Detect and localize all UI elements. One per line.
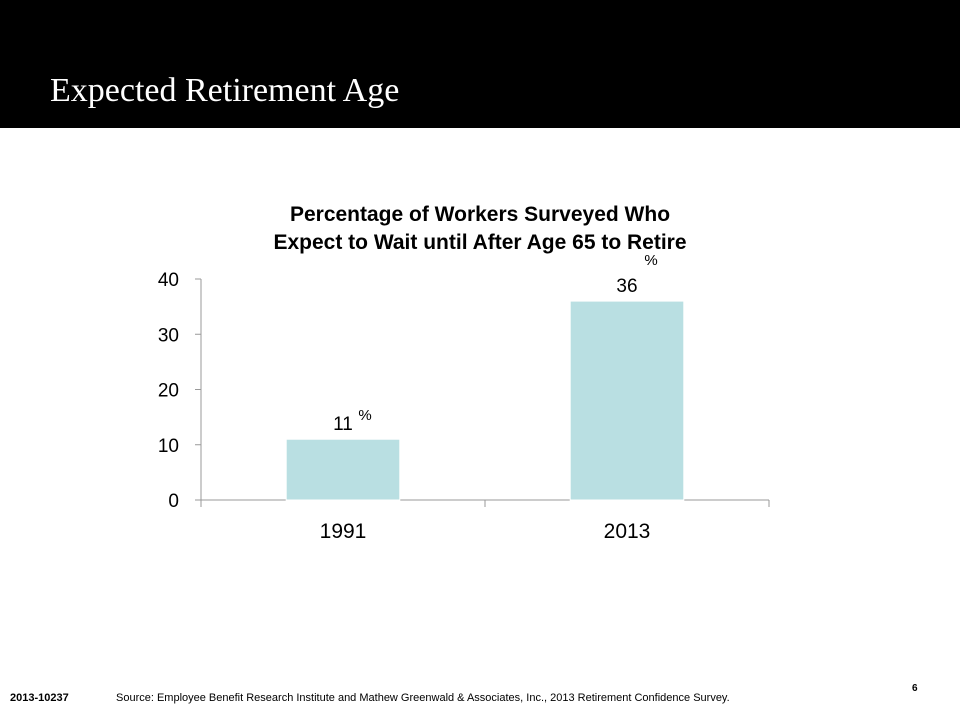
chart-title: Percentage of Workers Surveyed Who Expec… <box>180 201 780 257</box>
y-tick-label: 20 <box>158 381 179 402</box>
bar-value-suffix: % <box>358 407 371 424</box>
bar <box>285 438 401 501</box>
bar <box>569 300 685 501</box>
bar-value-suffix: % <box>644 252 657 269</box>
y-tick-label: 10 <box>158 436 179 457</box>
x-category-label: 1991 <box>320 520 367 543</box>
source-note: Source: Employee Benefit Research Instit… <box>116 692 730 704</box>
title-bar: Expected Retirement Age <box>0 0 960 128</box>
y-tick-label: 40 <box>158 270 179 291</box>
x-category-label: 2013 <box>604 520 651 543</box>
bar-value-label: 36 <box>616 276 637 297</box>
y-tick-label: 30 <box>158 325 179 346</box>
chart-title-line-1: Percentage of Workers Surveyed Who <box>289 203 671 226</box>
y-tick-label: 0 <box>168 491 179 512</box>
page-number: 6 <box>912 683 918 694</box>
slide-title: Expected Retirement Age <box>50 72 400 109</box>
bar-value-label: 11 <box>333 414 353 435</box>
chart-title-line-2: Expect to Wait until After Age 65 to Ret… <box>273 231 687 254</box>
document-id: 2013-10237 <box>10 692 69 704</box>
